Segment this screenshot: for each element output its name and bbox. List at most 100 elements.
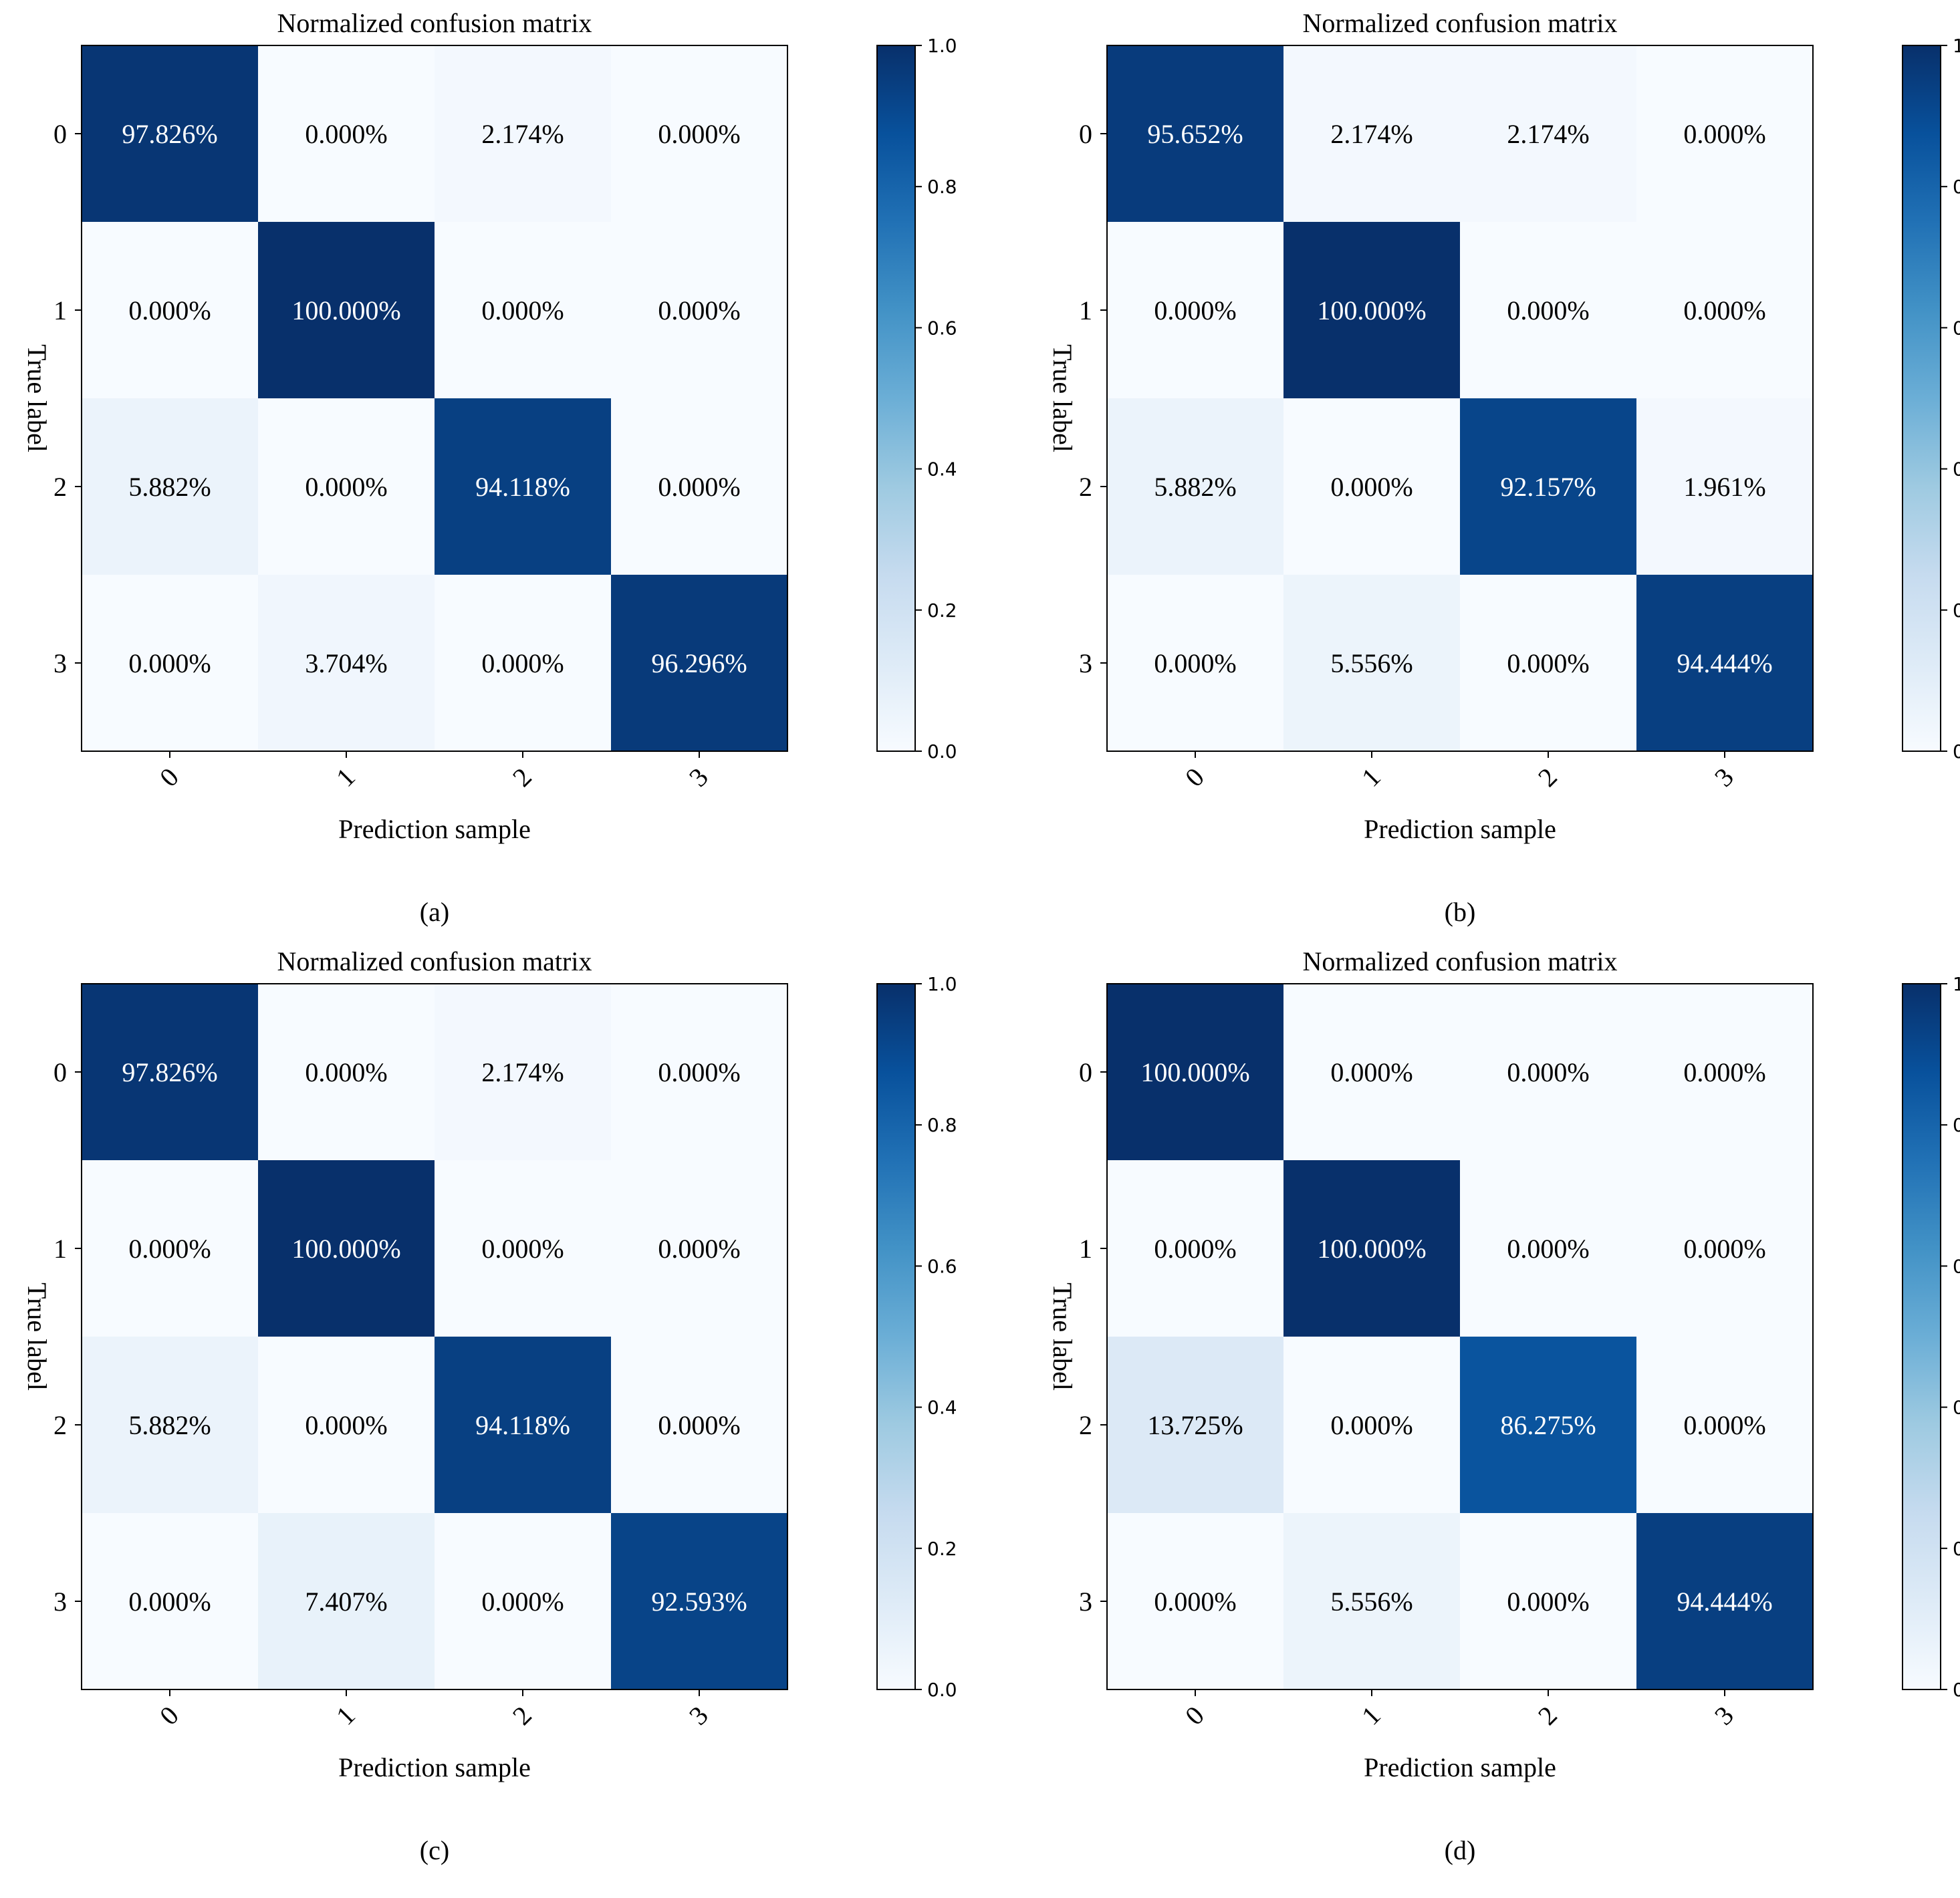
- colorbar-tick-label: 0.4: [1953, 458, 1960, 481]
- heatmap-cell: [435, 575, 612, 752]
- cell-label: 94.118%: [475, 1410, 570, 1440]
- x-tick-label: 3: [1709, 762, 1739, 793]
- heatmap-cell: [1283, 984, 1461, 1161]
- colorbar-tick-label: 0.0: [1953, 740, 1960, 763]
- heatmap-cell: [1107, 45, 1284, 223]
- cell-label: 7.407%: [305, 1587, 387, 1617]
- cell-label: 0.000%: [1507, 1234, 1589, 1264]
- heatmap-cell: [435, 222, 612, 399]
- colorbar: [1902, 983, 1941, 1690]
- heatmap-cell: [1636, 1513, 1814, 1690]
- heatmap-cell: [1460, 575, 1637, 752]
- colorbar-tick-label: 0.2: [927, 1538, 957, 1560]
- heatmap-cell: [1283, 398, 1461, 575]
- heatmap-cell: [258, 222, 435, 399]
- colorbar-tick-label: 0.4: [927, 458, 957, 481]
- heatmap-cell: [1107, 398, 1284, 575]
- heatmap-cell: [611, 1337, 788, 1514]
- colorbar: [876, 45, 916, 752]
- heatmap-cell: [1107, 222, 1284, 399]
- x-tick-label: 1: [1356, 1700, 1386, 1731]
- heatmap-cell: [611, 222, 788, 399]
- cell-label: 2.174%: [481, 1057, 564, 1087]
- heatmap-cell: [1107, 1160, 1284, 1337]
- y-axis-label: True label: [22, 344, 52, 452]
- colorbar: [1902, 45, 1941, 752]
- cell-label: 97.826%: [122, 119, 217, 149]
- cell-label: 0.000%: [1507, 295, 1589, 325]
- x-tick-label: 0: [1179, 1700, 1210, 1731]
- heatmap-cell: [1636, 575, 1814, 752]
- x-tick-label: 0: [154, 762, 185, 793]
- colorbar-tick-label: 0.6: [1953, 317, 1960, 339]
- cell-label: 2.174%: [1330, 119, 1413, 149]
- colorbar-tick-label: 0.8: [1953, 1114, 1960, 1136]
- cell-label: 3.704%: [305, 648, 387, 678]
- x-tick-label: 2: [1532, 1700, 1563, 1731]
- y-tick-label: 2: [53, 1410, 67, 1440]
- y-axis-label: True label: [1048, 344, 1078, 452]
- x-axis-label: Prediction sample: [338, 1752, 531, 1782]
- heatmap-cell: [82, 984, 259, 1161]
- heatmap-cell: [82, 1337, 259, 1514]
- cell-label: 0.000%: [658, 1410, 740, 1440]
- heatmap-cell: [258, 398, 435, 575]
- heatmap-cell: [1636, 984, 1814, 1161]
- cell-label: 0.000%: [1683, 1410, 1765, 1440]
- colorbar-tick-label: 0.6: [927, 317, 957, 339]
- cell-label: 86.275%: [1500, 1410, 1596, 1440]
- chart-title: Normalized confusion matrix: [277, 8, 592, 38]
- heatmap-cell: [1460, 1337, 1637, 1514]
- cell-label: 0.000%: [128, 295, 211, 325]
- colorbar-tick-label: 1.0: [1953, 973, 1960, 995]
- cell-label: 92.593%: [651, 1587, 747, 1617]
- cell-label: 0.000%: [1507, 1057, 1589, 1087]
- y-tick-label: 1: [53, 1234, 67, 1264]
- y-axis-label: True label: [22, 1282, 52, 1391]
- cell-label: 0.000%: [1154, 1234, 1236, 1264]
- x-tick-label: 1: [330, 762, 361, 793]
- heatmap-cell: [611, 1160, 788, 1337]
- plot-frame: [1106, 45, 1814, 752]
- x-tick-label: 3: [683, 1700, 714, 1731]
- cell-label: 2.174%: [481, 119, 564, 149]
- heatmap-cell: [1460, 984, 1637, 1161]
- cell-label: 95.652%: [1147, 119, 1243, 149]
- y-tick-label: 3: [53, 648, 67, 678]
- x-tick-label: 3: [683, 762, 714, 793]
- colorbar: [876, 983, 916, 1690]
- y-tick-label: 1: [1079, 1234, 1092, 1264]
- heatmap-cell: [435, 1513, 612, 1690]
- heatmap-cell: [435, 1160, 612, 1337]
- colorbar-tick-label: 0.8: [927, 176, 957, 198]
- cell-label: 0.000%: [481, 295, 564, 325]
- cell-label: 100.000%: [291, 295, 400, 325]
- panel-caption: (a): [420, 897, 449, 927]
- cell-label: 92.157%: [1500, 472, 1596, 502]
- plot-frame: [81, 45, 788, 752]
- cell-label: 94.444%: [1677, 648, 1772, 678]
- cell-label: 0.000%: [305, 1410, 387, 1440]
- cell-label: 100.000%: [1317, 1234, 1426, 1264]
- y-tick-label: 3: [1079, 1587, 1092, 1617]
- cell-label: 0.000%: [1154, 295, 1236, 325]
- cell-label: 97.826%: [122, 1057, 217, 1087]
- x-axis-label: Prediction sample: [1364, 814, 1556, 844]
- cell-label: 0.000%: [658, 472, 740, 502]
- cell-label: 96.296%: [651, 648, 747, 678]
- colorbar-tick-label: 0.2: [927, 599, 957, 622]
- colorbar-tick-label: 0.4: [1953, 1397, 1960, 1419]
- cell-label: 0.000%: [305, 119, 387, 149]
- cell-label: 5.556%: [1330, 648, 1413, 678]
- heatmap-cell: [611, 45, 788, 223]
- cell-label: 0.000%: [1330, 1410, 1413, 1440]
- heatmap-cell: [435, 984, 612, 1161]
- colorbar-tick-label: 0.4: [927, 1397, 957, 1419]
- x-tick-label: 2: [507, 1700, 537, 1731]
- cell-label: 0.000%: [1683, 295, 1765, 325]
- heatmap-cell: [258, 575, 435, 752]
- heatmap-cell: [82, 398, 259, 575]
- cell-label: 0.000%: [128, 648, 211, 678]
